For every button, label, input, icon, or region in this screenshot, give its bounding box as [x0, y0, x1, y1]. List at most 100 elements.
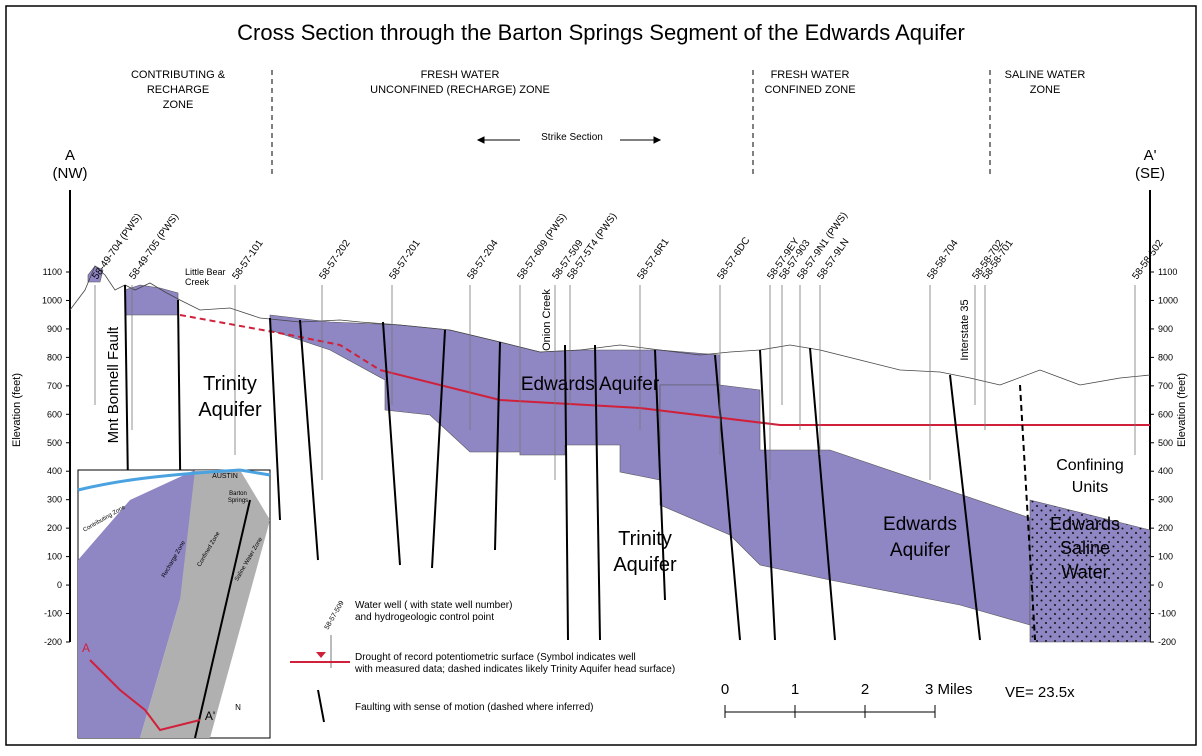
fault	[594, 344, 601, 641]
tick-label: -100	[44, 609, 62, 619]
end-label: (NW)	[53, 165, 88, 182]
unit-label: Confining	[1056, 457, 1124, 474]
tick-label: 0	[1158, 580, 1163, 590]
tick-label: 800	[47, 352, 62, 362]
fault	[431, 329, 446, 569]
strike-label: Strike Section	[541, 132, 603, 143]
feature-label: Interstate 35	[959, 299, 971, 360]
tick-label: 400	[47, 466, 62, 476]
fault	[949, 374, 981, 641]
unit-label: Units	[1072, 479, 1108, 496]
saline	[1029, 499, 1151, 643]
fault	[269, 317, 281, 521]
zone-label: FRESH WATER	[421, 69, 500, 81]
unit-label: Water	[1061, 562, 1108, 582]
map-river	[77, 468, 271, 492]
tick-label: 200	[1158, 523, 1173, 533]
tick-label: 500	[47, 438, 62, 448]
tick-label: 900	[1158, 324, 1173, 334]
feature-label: Little Bear	[185, 267, 226, 277]
zone-label: UNCONFINED (RECHARGE) ZONE	[370, 84, 550, 96]
tick-label: 700	[47, 381, 62, 391]
scale-label: 3 Miles	[925, 681, 973, 698]
map-section	[89, 659, 201, 732]
zone-label: ZONE	[163, 99, 194, 111]
zone-label: CONFINED ZONE	[764, 84, 855, 96]
legend-label: Drought of record potentiometric surface…	[355, 652, 636, 663]
tick-label: 300	[1158, 495, 1173, 505]
map-label: Barton	[229, 491, 247, 497]
unit-label: Edwards	[1050, 514, 1120, 534]
legend-label: Water well ( with state well number)	[355, 600, 512, 611]
tick-label: 800	[1158, 352, 1173, 362]
fault	[759, 349, 776, 641]
title: Cross Section through the Barton Springs…	[237, 20, 965, 45]
tick-label: 300	[47, 495, 62, 505]
tick-label: 1000	[42, 295, 62, 305]
tick-label: 1100	[43, 267, 62, 277]
map-label: A	[82, 641, 90, 655]
tick-label: -100	[1158, 609, 1176, 619]
legend-fault	[317, 689, 325, 723]
tick-label: 1100	[1158, 267, 1177, 277]
feature-label: Creek	[185, 277, 210, 287]
legend-symbol	[316, 652, 326, 658]
fault	[654, 349, 666, 601]
zone-label: FRESH WATER	[771, 69, 850, 81]
tick-label: 0	[57, 580, 62, 590]
fault	[714, 354, 741, 641]
axis-label: Elevation (feet)	[1176, 373, 1188, 447]
map-label: N	[235, 703, 241, 712]
tick-label: 100	[47, 552, 62, 562]
scale-label: 0	[721, 681, 729, 698]
unit-label: Aquifer	[890, 540, 951, 561]
zone-label: SALINE WATER	[1005, 69, 1086, 81]
feature-label: Mnt Bonnell Fault	[105, 326, 122, 444]
scale-label: 1	[791, 681, 799, 698]
axis-label: Elevation (feet)	[11, 373, 23, 447]
map-fault	[194, 499, 251, 739]
unit-label: Aquifer	[198, 399, 262, 421]
tick-label: 400	[1158, 466, 1173, 476]
fault	[809, 347, 836, 641]
fault	[382, 321, 401, 566]
zone-label: RECHARGE	[147, 84, 209, 96]
tick-label: 100	[1158, 552, 1173, 562]
feature-label: Onion Creek	[541, 289, 553, 351]
legend-label: with measured data; dashed indicates lik…	[354, 664, 675, 675]
end-label: A'	[1144, 147, 1157, 164]
tick-label: 500	[1158, 438, 1173, 448]
map-label: Springs	[228, 498, 248, 504]
ve-label: VE= 23.5x	[1005, 684, 1075, 701]
tick-label: -200	[1158, 637, 1176, 647]
tick-label: 600	[47, 409, 62, 419]
unit-label: Edwards Aquifer	[521, 374, 660, 395]
tick-label: 900	[47, 324, 62, 334]
map-confined	[140, 470, 270, 738]
map-label: A'	[205, 709, 215, 723]
tick-label: 600	[1158, 409, 1173, 419]
tick-label: -200	[44, 637, 62, 647]
fault	[299, 319, 319, 561]
unit-label: Trinity	[203, 373, 257, 395]
unit-label: Saline	[1060, 538, 1110, 558]
legend-label: and hydrogeologic control point	[355, 612, 494, 623]
strike-arrow	[476, 136, 662, 144]
tick-label: 200	[47, 523, 62, 533]
legend-label: Faulting with sense of motion (dashed wh…	[355, 702, 593, 713]
scale-bar	[724, 705, 936, 718]
end-label: A	[65, 147, 75, 164]
tick-label: 700	[1158, 381, 1173, 391]
zone-label: ZONE	[1030, 84, 1061, 96]
fault	[1019, 384, 1036, 641]
zone-label: CONTRIBUTING &	[131, 69, 226, 81]
scale-label: 2	[861, 681, 869, 698]
map-label: AUSTIN	[212, 473, 238, 480]
unit-label: Trinity	[618, 528, 672, 550]
unit-label: Aquifer	[613, 554, 677, 576]
fault	[564, 344, 569, 641]
tick-label: 1000	[1158, 295, 1178, 305]
unit-label: Edwards	[883, 514, 957, 535]
fault	[494, 341, 501, 551]
